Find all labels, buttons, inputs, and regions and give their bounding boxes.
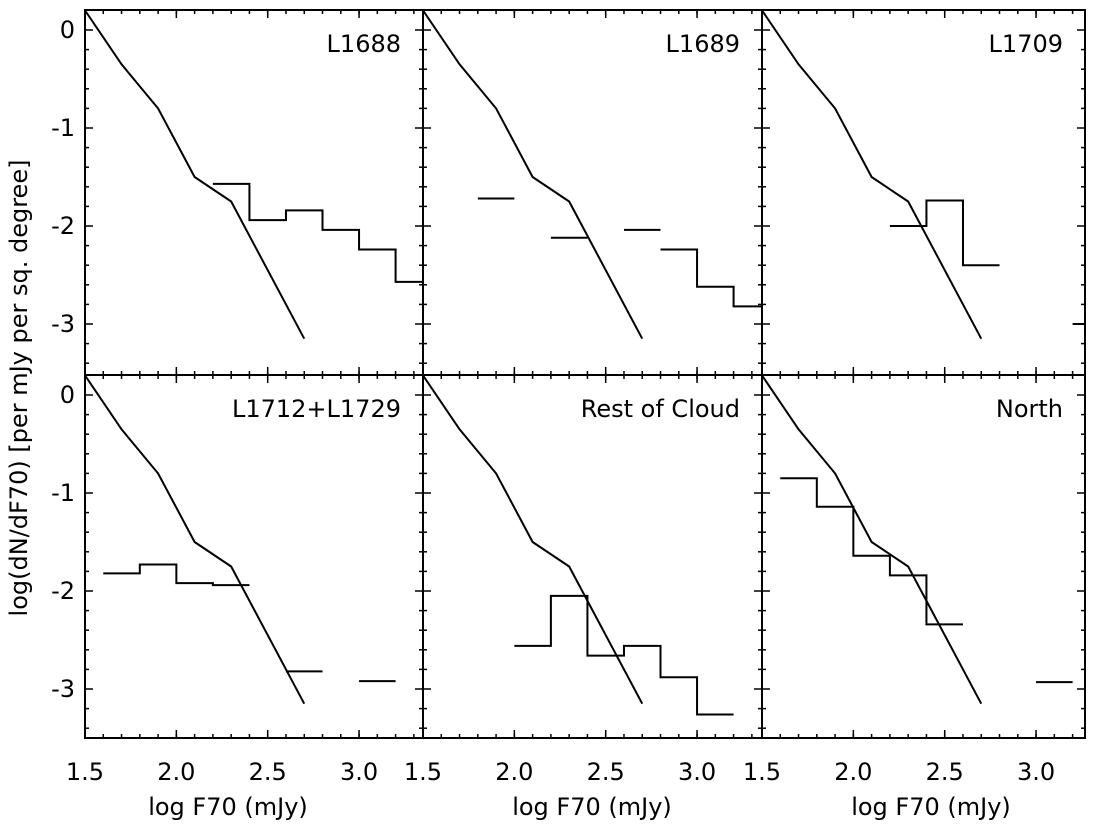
panel-2: L1709 <box>761 9 1086 376</box>
x-tick-label: 2.5 <box>926 758 964 786</box>
reference-curve <box>85 375 306 705</box>
panel-label: L1709 <box>989 30 1063 58</box>
y-tick-label: -2 <box>51 577 75 605</box>
x-tick-label: 1.5 <box>743 758 781 786</box>
reference-curve <box>762 10 983 340</box>
histogram-steps <box>212 182 423 283</box>
histogram-steps <box>514 594 734 716</box>
x-axis-title-right: log F70 (mJy) <box>851 793 1011 821</box>
x-axis-title-left: log F70 (mJy) <box>148 793 308 821</box>
histogram-steps <box>889 199 1000 267</box>
panel-5: North 1.5 2.0 2.5 3.0 <box>743 374 1086 786</box>
x-tick-label: 2.0 <box>157 758 195 786</box>
reference-curve <box>762 375 983 705</box>
y-tick-label: 0 <box>60 16 75 44</box>
x-tick-label: 2.5 <box>249 758 287 786</box>
panel-frame <box>422 9 763 376</box>
x-tick-label: 1.5 <box>404 758 442 786</box>
histogram-steps <box>103 563 250 587</box>
x-tick-label: 3.0 <box>340 758 378 786</box>
x-tick-label: 1.5 <box>66 758 104 786</box>
x-axis-title-middle: log F70 (mJy) <box>512 793 672 821</box>
histogram-steps <box>780 477 963 626</box>
panel-frame <box>422 374 763 739</box>
panel-label: Rest of Cloud <box>581 395 740 423</box>
x-tick-label: 3.0 <box>1017 758 1055 786</box>
panel-frame <box>761 9 1086 376</box>
y-tick-label: -1 <box>51 114 75 142</box>
panel-label: North <box>996 395 1063 423</box>
panel-4: Rest of Cloud 1.5 2.0 2.5 3.0 <box>404 374 763 786</box>
y-tick-label: -3 <box>51 310 75 338</box>
panel-label: L1689 <box>666 30 740 58</box>
panel-0: L1688 0 -1 -2 -3 <box>51 9 424 376</box>
reference-curve <box>423 10 644 340</box>
x-tick-label: 2.5 <box>587 758 625 786</box>
histogram-steps <box>660 248 762 308</box>
x-tick-label: 2.0 <box>834 758 872 786</box>
reference-curve <box>85 10 306 340</box>
panels-layer: L1688 0 -1 -2 -3 L1689 L1709 L1712+L1729 0 -1 -2 -3… <box>51 9 1086 786</box>
y-tick-label: -3 <box>51 675 75 703</box>
panel-3: L1712+L1729 0 -1 -2 -3 1.5 2.0 2.5 3.0 <box>51 374 424 786</box>
panel-frame <box>84 9 424 376</box>
reference-curve <box>423 375 644 705</box>
y-tick-label: -2 <box>51 212 75 240</box>
x-tick-label: 3.0 <box>678 758 716 786</box>
panel-1: L1689 <box>422 9 763 376</box>
panel-label: L1712+L1729 <box>232 395 401 423</box>
panel-frame <box>84 374 424 739</box>
panel-label: L1688 <box>327 30 401 58</box>
x-tick-label: 2.0 <box>495 758 533 786</box>
y-axis-title: log(dN/dF70) [per mJy per sq. degree] <box>5 160 33 617</box>
y-tick-label: -1 <box>51 479 75 507</box>
panel-frame <box>761 374 1086 739</box>
y-tick-label: 0 <box>60 381 75 409</box>
